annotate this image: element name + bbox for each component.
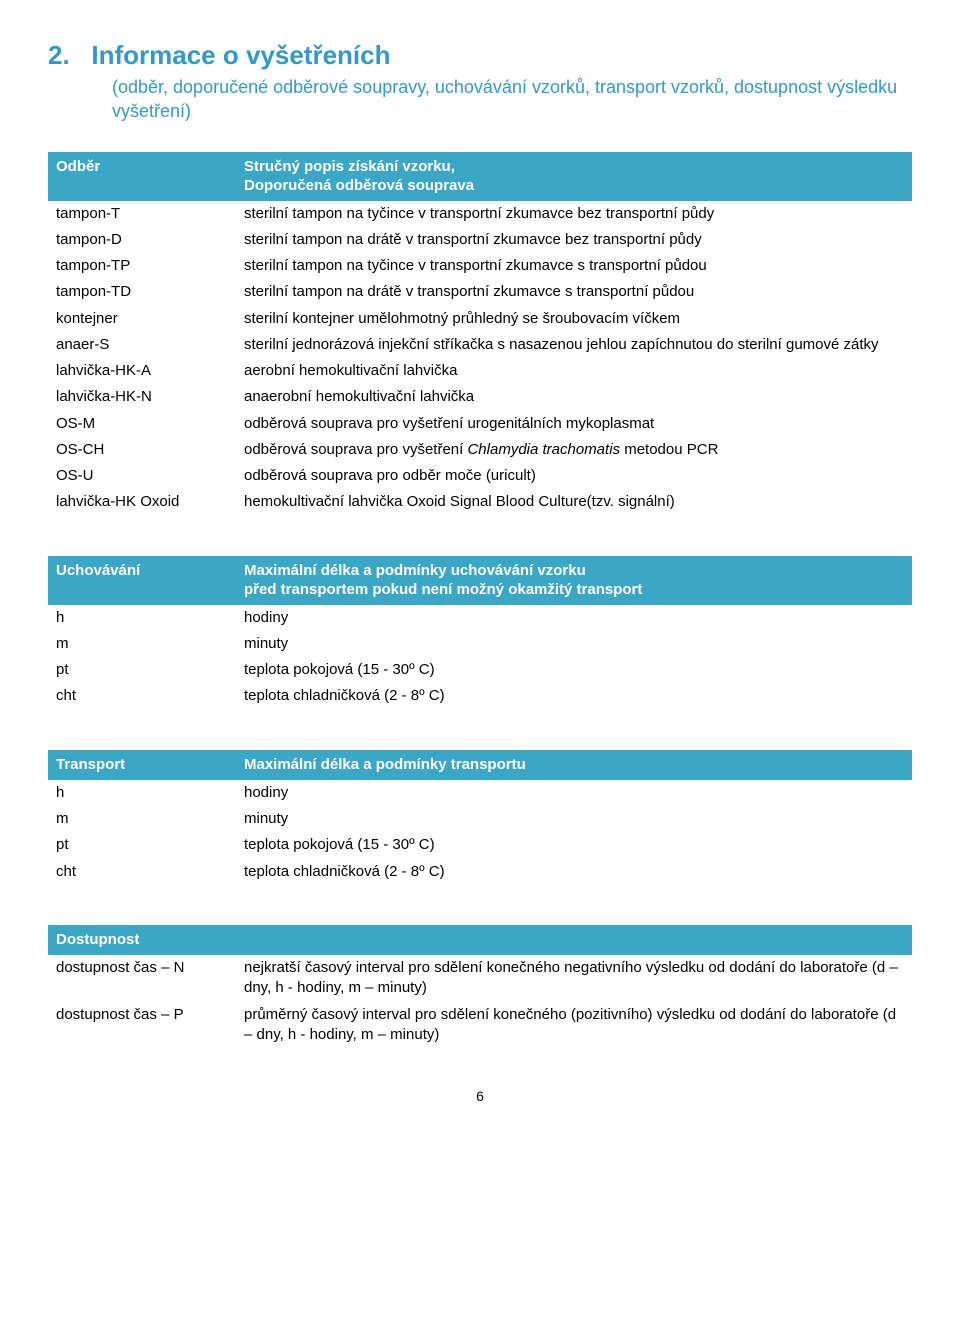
header-line2: před transportem pokud není možný okamži…	[244, 581, 642, 598]
section-subtitle: (odběr, doporučené odběrové soupravy, uc…	[112, 75, 912, 124]
row-value: průměrný časový interval pro sdělení kon…	[236, 1002, 912, 1049]
row-value: sterilní tampon na tyčince v transportní…	[236, 201, 912, 227]
table-row: ptteplota pokojová (15 - 30º C)	[48, 657, 912, 683]
table-transport-header-left: Transport	[48, 750, 236, 780]
row-value: sterilní tampon na tyčince v transportní…	[236, 253, 912, 279]
row-value: minuty	[236, 806, 912, 832]
table-row: lahvička-HK-Aaerobní hemokultivační lahv…	[48, 358, 912, 384]
table-row: dostupnost čas – Pprůměrný časový interv…	[48, 1002, 912, 1049]
row-key: dostupnost čas – P	[48, 1002, 236, 1049]
table-odber-header-right: Stručný popis získání vzorku, Doporučená…	[236, 152, 912, 201]
table-row: dostupnost čas – Nnejkratší časový inter…	[48, 955, 912, 1002]
row-key: m	[48, 631, 236, 657]
header-line1: Maximální délka a podmínky uchovávání vz…	[244, 562, 586, 579]
row-key: OS-U	[48, 463, 236, 489]
row-key: cht	[48, 683, 236, 709]
row-value: teplota pokojová (15 - 30º C)	[236, 832, 912, 858]
row-key: m	[48, 806, 236, 832]
row-key: tampon-T	[48, 201, 236, 227]
row-key: tampon-TD	[48, 279, 236, 305]
table-row: hhodiny	[48, 780, 912, 806]
row-key: pt	[48, 657, 236, 683]
section-title: 2. Informace o vyšetřeních	[48, 40, 912, 71]
table-uchovavani-header-right: Maximální délka a podmínky uchovávání vz…	[236, 556, 912, 605]
table-row: mminuty	[48, 806, 912, 832]
table-row: tampon-TPsterilní tampon na tyčince v tr…	[48, 253, 912, 279]
table-row: tampon-Tsterilní tampon na tyčince v tra…	[48, 201, 912, 227]
row-value: sterilní kontejner umělohmotný průhledný…	[236, 306, 912, 332]
row-key: OS-CH	[48, 437, 236, 463]
row-value: hemokultivační lahvička Oxoid Signal Blo…	[236, 489, 912, 515]
row-key: tampon-TP	[48, 253, 236, 279]
row-value: teplota chladničková (2 - 8º C)	[236, 859, 912, 885]
table-transport: Transport Maximální délka a podmínky tra…	[48, 750, 912, 885]
table-row: lahvička-HK Oxoidhemokultivační lahvička…	[48, 489, 912, 515]
table-row: tampon-Dsterilní tampon na drátě v trans…	[48, 227, 912, 253]
table-dostupnost: Dostupnost dostupnost čas – Nnejkratší č…	[48, 925, 912, 1048]
row-key: kontejner	[48, 306, 236, 332]
section-number: 2.	[48, 40, 70, 70]
table-dostupnost-header: Dostupnost	[48, 925, 912, 955]
row-key: OS-M	[48, 411, 236, 437]
table-row: ptteplota pokojová (15 - 30º C)	[48, 832, 912, 858]
row-key: anaer-S	[48, 332, 236, 358]
row-key: lahvička-HK-N	[48, 384, 236, 410]
section-heading: Informace o vyšetřeních	[91, 40, 390, 70]
italic-text: Chlamydia trachomatis	[467, 441, 620, 458]
table-transport-header-right: Maximální délka a podmínky transportu	[236, 750, 912, 780]
row-value: aerobní hemokultivační lahvička	[236, 358, 912, 384]
table-row: hhodiny	[48, 605, 912, 631]
header-line2: Doporučená odběrová souprava	[244, 177, 474, 194]
table-row: anaer-Ssterilní jednorázová injekční stř…	[48, 332, 912, 358]
row-key: dostupnost čas – N	[48, 955, 236, 1002]
table-row: kontejnersterilní kontejner umělohmotný …	[48, 306, 912, 332]
header-line1: Stručný popis získání vzorku,	[244, 158, 455, 175]
table-row: OS-Modběrová souprava pro vyšetření urog…	[48, 411, 912, 437]
table-odber-header-left: Odběr	[48, 152, 236, 201]
row-key: tampon-D	[48, 227, 236, 253]
table-row: chtteplota chladničková (2 - 8º C)	[48, 859, 912, 885]
table-row: mminuty	[48, 631, 912, 657]
row-key: lahvička-HK-A	[48, 358, 236, 384]
row-value: minuty	[236, 631, 912, 657]
table-odber: Odběr Stručný popis získání vzorku, Dopo…	[48, 152, 912, 516]
row-key: cht	[48, 859, 236, 885]
table-row: lahvička-HK-Nanaerobní hemokultivační la…	[48, 384, 912, 410]
row-value: teplota pokojová (15 - 30º C)	[236, 657, 912, 683]
table-row: OS-Uodběrová souprava pro odběr moče (ur…	[48, 463, 912, 489]
row-value: hodiny	[236, 780, 912, 806]
row-value: anaerobní hemokultivační lahvička	[236, 384, 912, 410]
table-row: tampon-TDsterilní tampon na drátě v tran…	[48, 279, 912, 305]
row-value: teplota chladničková (2 - 8º C)	[236, 683, 912, 709]
table-row: chtteplota chladničková (2 - 8º C)	[48, 683, 912, 709]
page-number: 6	[48, 1088, 912, 1104]
row-key: pt	[48, 832, 236, 858]
table-row: OS-CHodběrová souprava pro vyšetření Chl…	[48, 437, 912, 463]
row-key: h	[48, 780, 236, 806]
row-value: sterilní jednorázová injekční stříkačka …	[236, 332, 912, 358]
row-value: odběrová souprava pro odběr moče (uricul…	[236, 463, 912, 489]
row-value: sterilní tampon na drátě v transportní z…	[236, 227, 912, 253]
row-value: odběrová souprava pro vyšetření urogenit…	[236, 411, 912, 437]
row-value: sterilní tampon na drátě v transportní z…	[236, 279, 912, 305]
row-value: hodiny	[236, 605, 912, 631]
row-key: h	[48, 605, 236, 631]
table-uchovavani-header-left: Uchovávání	[48, 556, 236, 605]
table-uchovavani: Uchovávání Maximální délka a podmínky uc…	[48, 556, 912, 710]
row-key: lahvička-HK Oxoid	[48, 489, 236, 515]
row-value: nejkratší časový interval pro sdělení ko…	[236, 955, 912, 1002]
row-value: odběrová souprava pro vyšetření Chlamydi…	[236, 437, 912, 463]
